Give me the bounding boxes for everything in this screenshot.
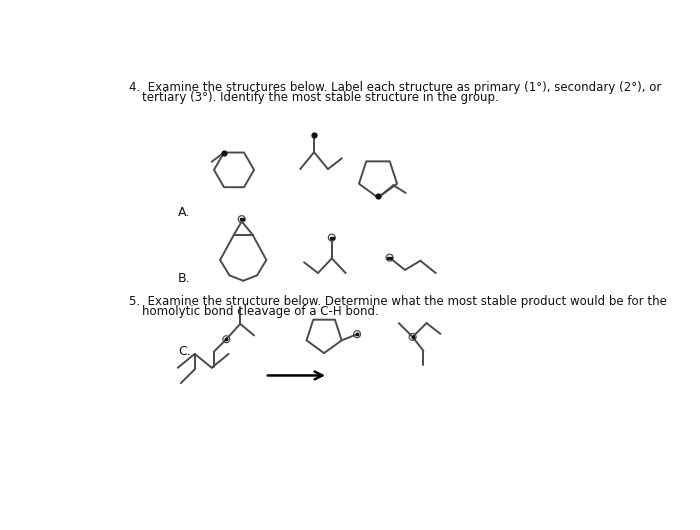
Text: 5.  Examine the structure below. Determine what the most stable product would be: 5. Examine the structure below. Determin… xyxy=(130,295,667,307)
Text: B.: B. xyxy=(178,271,190,285)
Text: A.: A. xyxy=(178,206,190,219)
Text: tertiary (3°). Identify the most stable structure in the group.: tertiary (3°). Identify the most stable … xyxy=(141,91,498,104)
Text: 4.  Examine the structures below. Label each structure as primary (1°), secondar: 4. Examine the structures below. Label e… xyxy=(130,81,662,93)
Text: C.: C. xyxy=(178,344,190,358)
Text: homolytic bond cleavage of a C-H bond.: homolytic bond cleavage of a C-H bond. xyxy=(141,305,379,319)
